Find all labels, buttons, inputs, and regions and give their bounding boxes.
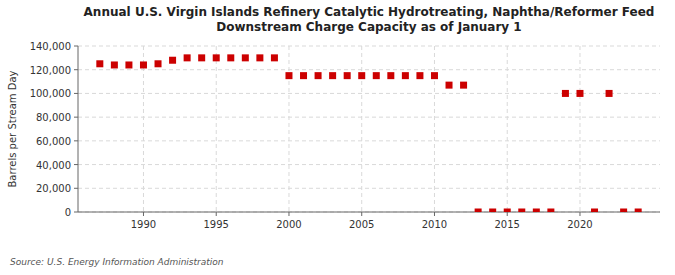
point [242,54,249,61]
title-line: Downstream Charge Capacity as of January… [216,20,521,34]
tick-mark [74,46,78,47]
grid-line [434,46,435,212]
chart: Annual U.S. Virgin Islands Refinery Cata… [0,0,675,275]
tick-label: 60,000 [36,136,71,147]
tick-mark [74,212,78,213]
grid-line [288,46,289,212]
tick-label: 2000 [276,219,301,230]
y-axis-label: Barrels per Stream Day [7,70,18,187]
point [576,90,583,97]
grid-line [78,46,660,47]
title-line: Annual U.S. Virgin Islands Refinery Cata… [84,5,655,19]
points [96,54,641,212]
point [111,61,118,68]
point [125,61,132,68]
point [315,72,322,79]
tick-label: 100,000 [30,88,71,99]
tick-label: 80,000 [36,112,71,123]
point [271,54,278,61]
source: Source: U.S. Energy Information Administ… [10,257,224,267]
point [547,209,554,213]
tick-mark [74,140,78,141]
grid-line [143,46,144,212]
point [504,209,511,213]
tick-mark [74,93,78,94]
point [373,72,380,79]
grid [78,46,660,212]
point [300,72,307,79]
point [460,82,467,89]
tick-label: 140,000 [30,41,71,52]
point [402,72,409,79]
tick-label: 40,000 [36,160,71,171]
grid-line [78,188,660,189]
tick-mark [434,212,435,216]
tick-mark [74,188,78,189]
point [169,57,176,64]
tick-label: 2015 [494,219,519,230]
tick-label: 1995 [203,219,228,230]
grid-line [507,46,508,212]
tick-mark [216,212,217,216]
grid-line [78,164,660,165]
point [518,209,525,213]
point [475,209,482,213]
tick-label: 2020 [567,219,592,230]
grid-line [78,140,660,141]
point [184,54,191,61]
tick-label: 20,000 [36,183,71,194]
tick-mark [361,212,362,216]
point [635,209,642,213]
tick-label: 2010 [422,219,447,230]
tick-label: 2005 [349,219,374,230]
point [96,60,103,67]
grid-line [216,46,217,212]
point [387,72,394,79]
point [256,54,263,61]
point [416,72,423,79]
point [606,90,613,97]
point [285,72,292,79]
grid-line [78,212,660,213]
point [358,72,365,79]
tick-mark [143,212,144,216]
point [344,72,351,79]
point [140,61,147,68]
tick-mark [579,212,580,216]
grid-line [78,69,660,70]
point [620,209,627,213]
point [329,72,336,79]
point [227,54,234,61]
tick-label: 120,000 [30,65,71,76]
point [446,82,453,89]
tick-mark [507,212,508,216]
tick-mark [74,117,78,118]
title: Annual U.S. Virgin Islands Refinery Cata… [84,5,655,34]
point [591,209,598,213]
grid-line [78,117,660,118]
grid-line [78,93,660,94]
point [155,60,162,67]
axes: 0 20,000 40,000 60,000 80,000 100,000 120,000 1… [30,41,660,230]
point [213,54,220,61]
point [533,209,540,213]
point [489,209,496,213]
x-axis-line [78,212,660,213]
point [198,54,205,61]
tick-mark [74,69,78,70]
point [431,72,438,79]
y-axis-line [78,46,79,212]
tick-mark [288,212,289,216]
grid-line [579,46,580,212]
tick-label: 0 [65,207,71,218]
point [562,90,569,97]
tick-mark [74,164,78,165]
grid-line [361,46,362,212]
tick-label: 1990 [131,219,156,230]
